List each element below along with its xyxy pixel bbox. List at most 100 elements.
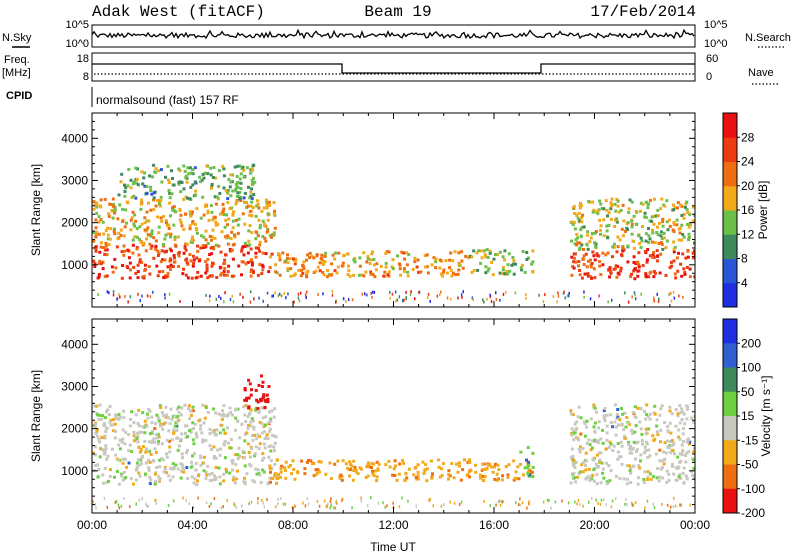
range-gate-cell xyxy=(663,441,667,445)
range-gate-cell xyxy=(217,244,221,248)
range-gate-cell xyxy=(112,229,116,233)
range-gate-cell xyxy=(253,452,257,456)
range-gate-cell xyxy=(199,454,203,458)
range-gate-cell xyxy=(650,255,654,259)
range-gate-cell xyxy=(148,174,152,178)
range-gate-cell xyxy=(254,251,258,255)
range-gate-cell xyxy=(354,468,358,472)
range-gate-cell xyxy=(403,257,407,261)
range-gate-cell xyxy=(122,416,126,420)
range-gate-cell xyxy=(662,236,666,240)
range-gate-cell xyxy=(481,467,485,471)
colorbar-tick-label: -50 xyxy=(741,458,759,472)
noise-cell xyxy=(360,496,362,500)
range-gate-cell xyxy=(585,243,589,247)
range-gate-cell xyxy=(225,213,229,217)
range-gate-cell xyxy=(273,474,277,478)
range-gate-cell xyxy=(425,265,429,269)
range-gate-cell xyxy=(247,451,251,454)
range-gate-cell xyxy=(526,466,530,470)
range-gate-cell xyxy=(262,393,266,397)
range-gate-cell xyxy=(266,400,270,404)
range-gate-cell xyxy=(136,440,140,444)
range-gate-cell xyxy=(225,236,228,240)
range-gate-cell xyxy=(676,414,680,418)
range-gate-cell xyxy=(250,258,253,262)
range-gate-cell xyxy=(105,457,109,461)
range-gate-cell xyxy=(172,254,176,257)
range-gate-cell xyxy=(95,211,99,215)
noise-cell xyxy=(97,293,99,296)
noise-cell xyxy=(370,496,372,500)
range-gate-cell xyxy=(573,256,577,260)
range-gate-cell xyxy=(184,248,188,252)
range-gate-cell xyxy=(246,251,250,255)
range-gate-cell xyxy=(643,445,647,449)
noise-cell xyxy=(574,500,576,504)
range-gate-cell xyxy=(208,472,212,476)
range-gate-cell xyxy=(168,247,172,251)
range-gate-cell xyxy=(147,265,151,268)
range-gate-cell xyxy=(619,208,623,212)
range-gate-cell xyxy=(371,273,375,277)
range-gate-cell xyxy=(663,204,667,208)
range-gate-cell xyxy=(129,186,133,190)
range-gate-cell xyxy=(143,439,147,443)
range-gate-cell xyxy=(211,261,214,265)
noise-cell xyxy=(689,503,692,507)
range-gate-cell xyxy=(195,256,199,260)
range-gate-cell xyxy=(281,251,285,255)
range-gate-cell xyxy=(523,466,527,470)
range-gate-cell xyxy=(437,465,441,469)
range-gate-cell xyxy=(147,466,151,470)
range-gate-cell xyxy=(441,462,445,465)
range-gate-cell xyxy=(225,470,228,474)
range-gate-cell xyxy=(156,416,160,420)
range-gate-cell xyxy=(134,468,138,472)
range-gate-cell xyxy=(264,423,267,427)
range-gate-cell xyxy=(273,434,277,438)
range-gate-cell xyxy=(296,470,300,474)
range-gate-cell xyxy=(440,474,444,478)
range-gate-cell xyxy=(162,414,166,418)
range-gate-cell xyxy=(193,180,197,184)
range-gate-cell xyxy=(142,241,146,245)
range-gate-cell xyxy=(399,273,403,277)
range-gate-cell xyxy=(616,408,620,411)
range-gate-cell xyxy=(190,276,194,280)
noise-cell xyxy=(426,295,429,299)
range-gate-cell xyxy=(261,219,265,223)
range-gate-cell xyxy=(142,274,146,278)
range-gate-cell xyxy=(226,201,230,205)
range-gate-cell xyxy=(231,257,235,261)
range-gate-cell xyxy=(576,475,580,479)
range-gate-cell xyxy=(615,474,618,478)
range-gate-cell xyxy=(100,417,104,421)
range-gate-cell xyxy=(116,458,120,462)
range-gate-cell xyxy=(279,475,282,479)
range-gate-cell xyxy=(202,235,206,239)
range-gate-cell xyxy=(530,470,534,474)
range-gate-cell xyxy=(672,240,676,244)
range-gate-cell xyxy=(131,243,135,247)
range-gate-cell xyxy=(263,236,267,240)
range-gate-cell xyxy=(97,261,101,265)
range-gate-cell xyxy=(305,258,308,262)
y-tick-label: 4000 xyxy=(61,337,88,351)
range-gate-cell xyxy=(645,442,649,446)
velocity-colorbar-label: Velocity [m s⁻¹] xyxy=(759,375,773,456)
noise-cell xyxy=(460,293,463,297)
noise-cell xyxy=(653,299,655,303)
range-gate-cell xyxy=(136,458,140,462)
range-gate-cell xyxy=(243,398,247,402)
range-gate-cell xyxy=(652,256,656,260)
range-gate-cell xyxy=(204,271,208,275)
range-gate-cell xyxy=(273,407,277,411)
range-gate-cell xyxy=(219,273,223,277)
range-gate-cell xyxy=(303,472,307,476)
noise-cell xyxy=(192,506,194,510)
range-gate-cell xyxy=(152,236,156,240)
range-gate-cell xyxy=(128,424,132,428)
range-gate-cell xyxy=(346,273,350,276)
range-gate-cell xyxy=(137,408,141,412)
